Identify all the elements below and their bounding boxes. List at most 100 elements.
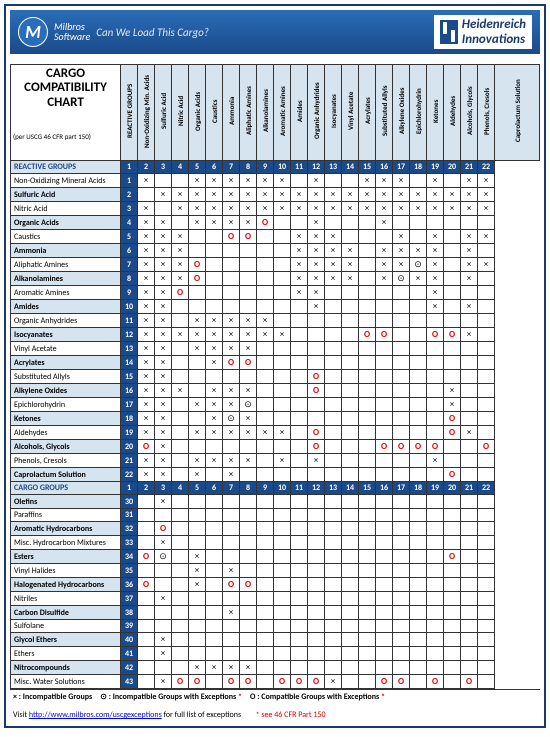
row-num: 31: [121, 509, 138, 522]
cell: [376, 300, 393, 314]
row-label: Ethers: [11, 647, 121, 661]
cell: [291, 564, 308, 578]
cell: ×: [376, 244, 393, 258]
cell: [206, 675, 223, 689]
cell: [376, 286, 393, 300]
cell: [325, 536, 342, 550]
cell: [257, 272, 274, 286]
cell: [240, 258, 257, 272]
cell: O: [444, 550, 461, 564]
cell: [427, 536, 444, 550]
cell: [308, 578, 325, 592]
cell: [478, 314, 495, 328]
row-num: 13: [121, 342, 138, 356]
cell: ×: [240, 661, 257, 675]
cell: [342, 536, 359, 550]
cell: [342, 300, 359, 314]
row-label: Alcohols, Glycols: [11, 440, 121, 454]
cell: O: [308, 675, 325, 689]
cell: ×: [376, 272, 393, 286]
cell: [393, 384, 410, 398]
cell: ×: [155, 675, 172, 689]
cell: [172, 468, 189, 482]
cell: O: [444, 468, 461, 482]
row-num: 37: [121, 592, 138, 606]
cell: [478, 495, 495, 509]
col-num: 12: [308, 161, 325, 174]
cell: [461, 370, 478, 384]
cell: ×: [138, 356, 155, 370]
cell: [342, 412, 359, 426]
cell: ×: [240, 342, 257, 356]
cell: [274, 661, 291, 675]
cell: [342, 398, 359, 412]
cell: [138, 536, 155, 550]
cell: [325, 592, 342, 606]
logo-right: Heidenreich Innovations: [434, 15, 532, 49]
col-head-20: Alcohols, Glycols: [461, 65, 478, 161]
cell: O: [376, 328, 393, 342]
row-label: Olefins: [11, 495, 121, 509]
cell: [274, 286, 291, 300]
cell: [172, 356, 189, 370]
cell: [325, 550, 342, 564]
cell: [291, 216, 308, 230]
row-label: Amides: [11, 300, 121, 314]
cell: [478, 286, 495, 300]
cell: ×: [427, 454, 444, 468]
cell: [444, 440, 461, 454]
cell: [393, 536, 410, 550]
cell: [393, 578, 410, 592]
cell: ×: [189, 216, 206, 230]
cell: [291, 620, 308, 633]
cell: [376, 370, 393, 384]
cell: ×: [189, 188, 206, 202]
cell: ×: [359, 202, 376, 216]
cell: [393, 495, 410, 509]
cell: [410, 620, 427, 633]
cell: [410, 633, 427, 647]
cell: [427, 564, 444, 578]
cell: [410, 300, 427, 314]
col-num: 13: [325, 161, 342, 174]
cell: [308, 495, 325, 509]
col-num: 5: [189, 482, 206, 495]
cell: [223, 522, 240, 536]
cell: [223, 647, 240, 661]
cell: [376, 356, 393, 370]
cell: ×: [274, 454, 291, 468]
cell: [257, 230, 274, 244]
cell: ×: [155, 244, 172, 258]
cell: ×: [427, 188, 444, 202]
row-label: Organic Anhydrides: [11, 314, 121, 328]
cell: [376, 536, 393, 550]
cell: ×: [155, 495, 172, 509]
cell: [427, 426, 444, 440]
cell: [376, 342, 393, 356]
cell: O: [189, 675, 206, 689]
col-num: 3: [155, 482, 172, 495]
cell: [393, 328, 410, 342]
cell: [461, 606, 478, 620]
cell: ×: [138, 398, 155, 412]
cell: [291, 661, 308, 675]
cell: ×: [138, 202, 155, 216]
cell: ×: [138, 314, 155, 328]
cell: [478, 342, 495, 356]
cell: ×: [274, 174, 291, 188]
cell: [359, 300, 376, 314]
cell: ×: [427, 202, 444, 216]
cell: ×: [189, 578, 206, 592]
cell: O: [427, 328, 444, 342]
legend-url[interactable]: http://www.milbros.com/uscgexceptions: [29, 710, 162, 720]
cell: ×: [155, 426, 172, 440]
cell: [393, 647, 410, 661]
cell: [257, 495, 274, 509]
cell: [461, 550, 478, 564]
cell: O: [257, 216, 274, 230]
col-num: 22: [478, 482, 495, 495]
cell: [461, 564, 478, 578]
cell: ×: [138, 286, 155, 300]
cell: ×: [138, 216, 155, 230]
cell: [359, 286, 376, 300]
